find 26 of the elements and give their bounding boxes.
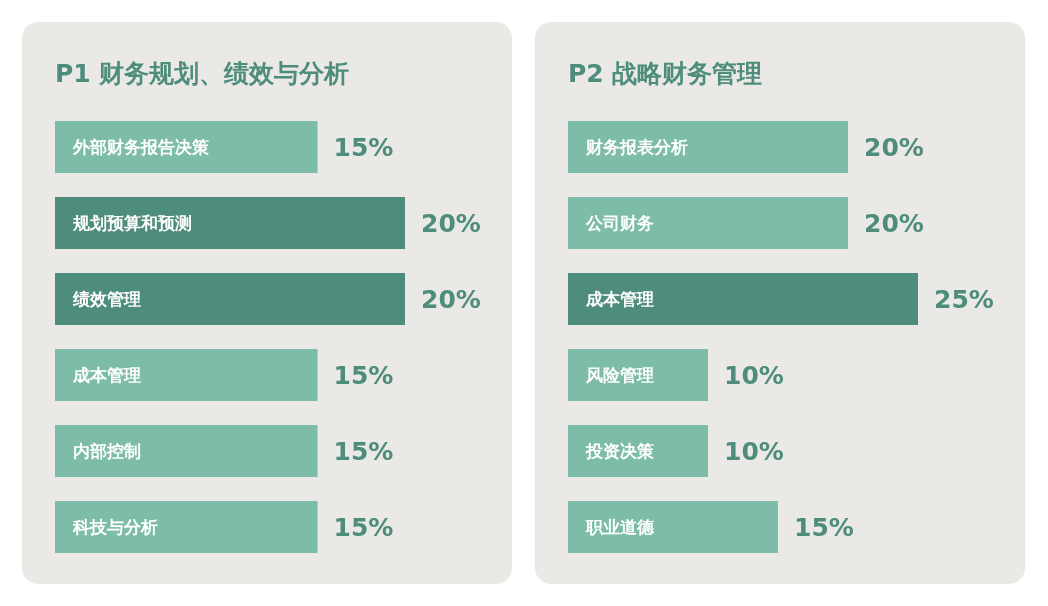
data-label: 20% xyxy=(421,285,481,314)
data-label: 10% xyxy=(724,361,784,390)
chart-title: P2 战略财务管理 xyxy=(568,59,763,88)
y-tick-label: 职业道德 xyxy=(585,517,655,537)
y-tick-label: 科技与分析 xyxy=(72,517,158,537)
data-label: 20% xyxy=(421,209,481,238)
data-label: 20% xyxy=(864,133,924,162)
data-label: 10% xyxy=(724,437,784,466)
data-label: 15% xyxy=(333,437,394,466)
data-label: 15% xyxy=(333,361,394,390)
y-tick-label: 绩效管理 xyxy=(72,289,141,309)
y-tick-label: 财务报表分析 xyxy=(585,137,688,157)
y-tick-label: 内部控制 xyxy=(73,441,141,461)
data-label: 25% xyxy=(934,285,994,314)
data-label: 15% xyxy=(333,133,394,162)
data-label: 15% xyxy=(333,513,394,542)
data-label: 20% xyxy=(864,209,924,238)
y-tick-label: 公司财务 xyxy=(585,213,654,233)
data-label: 15% xyxy=(794,513,854,542)
y-tick-label: 风险管理 xyxy=(585,365,654,385)
chart-title: P1 财务规划、绩效与分析 xyxy=(55,59,350,88)
y-tick-label: 成本管理 xyxy=(72,365,141,385)
y-tick-label: 投资决策 xyxy=(585,441,654,461)
y-tick-label: 成本管理 xyxy=(585,289,654,309)
y-tick-label: 外部财务报告决策 xyxy=(72,137,209,157)
y-tick-label: 规划预算和预测 xyxy=(72,213,192,233)
